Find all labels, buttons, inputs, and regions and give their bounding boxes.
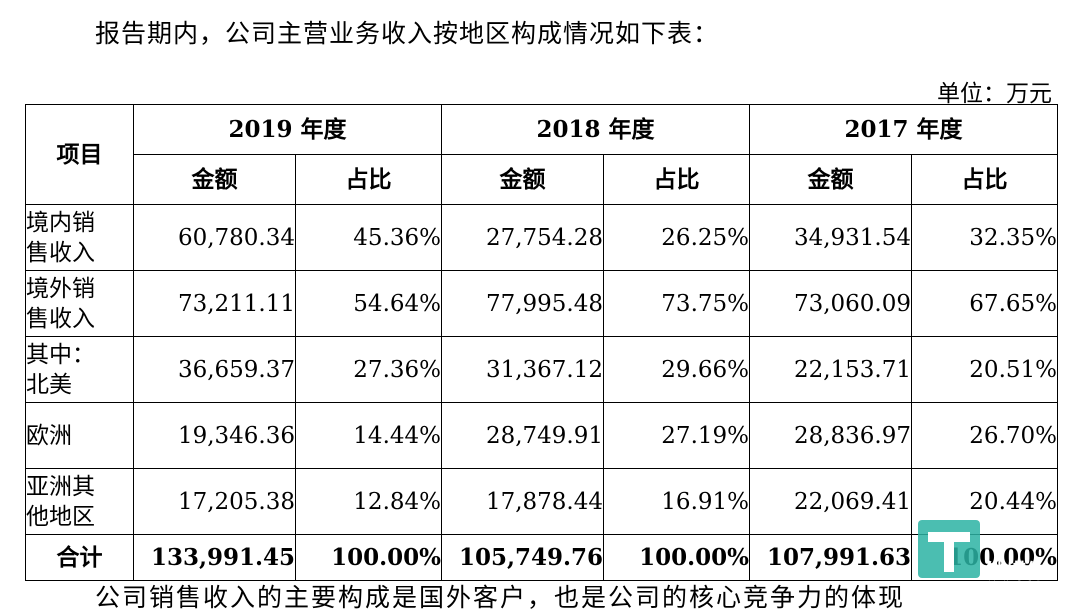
row-label-line: 他地区 bbox=[26, 503, 95, 530]
amount-cell: 19,346.36 bbox=[133, 402, 296, 469]
year-header-2018: 2018 年度 bbox=[441, 104, 750, 155]
share-cell: 20.51% bbox=[911, 336, 1058, 403]
row-label-line: 其中： bbox=[26, 341, 95, 368]
watermark-text: 钛媒体 bbox=[986, 559, 1047, 583]
year-header-2017: 2017 年度 bbox=[749, 104, 1058, 155]
amount-cell: 36,659.37 bbox=[133, 336, 296, 403]
tmtpost-watermark-logo: 钛媒体 bbox=[918, 520, 1047, 583]
amount-cell: 31,367.12 bbox=[441, 336, 604, 403]
amount-cell: 28,836.97 bbox=[749, 402, 912, 469]
unit-label: 单位：万元 bbox=[937, 81, 1052, 107]
share-cell: 14.44% bbox=[295, 402, 442, 469]
row-label: 欧洲 bbox=[25, 402, 134, 469]
revenue-by-region-table: 项目 2019 年度 2018 年度 2017 年度 金额 占比 金额 占比 金… bbox=[25, 104, 1058, 581]
amount-cell: 28,749.91 bbox=[441, 402, 604, 469]
logo-t-icon bbox=[928, 532, 970, 572]
total-label: 合计 bbox=[25, 534, 134, 581]
total-amount-cell: 133,991.45 bbox=[133, 534, 296, 581]
row-label: 其中： 北美 bbox=[25, 336, 134, 403]
total-amount-cell: 105,749.76 bbox=[441, 534, 604, 581]
row-label-line: 北美 bbox=[26, 371, 72, 398]
share-header: 占比 bbox=[603, 154, 750, 205]
total-share-cell: 100.00% bbox=[295, 534, 442, 581]
share-cell: 67.65% bbox=[911, 270, 1058, 337]
amount-cell: 17,878.44 bbox=[441, 468, 604, 535]
year-header-2019: 2019 年度 bbox=[133, 104, 442, 155]
total-amount-cell: 107,991.63 bbox=[749, 534, 912, 581]
row-label-line: 售收入 bbox=[26, 239, 95, 266]
amount-cell: 77,995.48 bbox=[441, 270, 604, 337]
row-label: 亚洲其 他地区 bbox=[25, 468, 134, 535]
share-header: 占比 bbox=[911, 154, 1058, 205]
cutoff-paragraph: 公司销售收入的主要构成是国外客户，也是公司的核心竞争力的体现 bbox=[95, 583, 906, 612]
table-row: 欧洲 19,346.36 14.44% 28,749.91 27.19% 28,… bbox=[25, 402, 1058, 469]
row-label-line: 欧洲 bbox=[26, 422, 72, 449]
table-row: 其中： 北美 36,659.37 27.36% 31,367.12 29.66% … bbox=[25, 336, 1058, 403]
table-row: 境内销售收入 60,780.34 45.36% 27,754.28 26.25%… bbox=[25, 204, 1058, 271]
share-cell: 54.64% bbox=[295, 270, 442, 337]
amount-cell: 73,211.11 bbox=[133, 270, 296, 337]
amount-header: 金额 bbox=[133, 154, 296, 205]
table-row: 境外销售收入 73,211.11 54.64% 77,995.48 73.75%… bbox=[25, 270, 1058, 337]
amount-cell: 73,060.09 bbox=[749, 270, 912, 337]
amount-header: 金额 bbox=[749, 154, 912, 205]
share-cell: 26.25% bbox=[603, 204, 750, 271]
row-label: 境外销 售收入 bbox=[25, 270, 134, 337]
share-cell: 29.66% bbox=[603, 336, 750, 403]
share-cell: 45.36% bbox=[295, 204, 442, 271]
amount-cell: 17,205.38 bbox=[133, 468, 296, 535]
total-row: 合计 133,991.45 100.00% 105,749.76 100.00%… bbox=[25, 534, 1058, 581]
amount-cell: 27,754.28 bbox=[441, 204, 604, 271]
row-label-line: 境外销 bbox=[26, 275, 95, 302]
share-cell: 27.19% bbox=[603, 402, 750, 469]
table-row: 亚洲其他地区 17,205.38 12.84% 17,878.44 16.91%… bbox=[25, 468, 1058, 535]
share-cell: 32.35% bbox=[911, 204, 1058, 271]
share-cell: 12.84% bbox=[295, 468, 442, 535]
share-cell: 73.75% bbox=[603, 270, 750, 337]
table-subheader-row: 金额 占比 金额 占比 金额 占比 bbox=[26, 154, 1058, 205]
amount-cell: 22,069.41 bbox=[749, 468, 912, 535]
amount-cell: 34,931.54 bbox=[749, 204, 912, 271]
share-cell: 26.70% bbox=[911, 402, 1058, 469]
share-cell: 27.36% bbox=[295, 336, 442, 403]
amount-cell: 60,780.34 bbox=[133, 204, 296, 271]
total-share-cell: 100.00% bbox=[603, 534, 750, 581]
share-header: 占比 bbox=[295, 154, 442, 205]
item-column-header: 项目 bbox=[25, 104, 134, 205]
row-label-line: 亚洲其 bbox=[26, 473, 95, 500]
amount-header: 金额 bbox=[441, 154, 604, 205]
table-header-row: 项目 2019 年度 2018 年度 2017 年度 bbox=[25, 104, 1058, 205]
row-label: 境内销 售收入 bbox=[25, 204, 134, 271]
row-label-line: 境内销 bbox=[26, 209, 95, 236]
share-cell: 16.91% bbox=[603, 468, 750, 535]
amount-cell: 22,153.71 bbox=[749, 336, 912, 403]
row-label-line: 售收入 bbox=[26, 305, 95, 332]
intro-paragraph: 报告期内，公司主营业务收入按地区构成情况如下表： bbox=[95, 19, 720, 48]
